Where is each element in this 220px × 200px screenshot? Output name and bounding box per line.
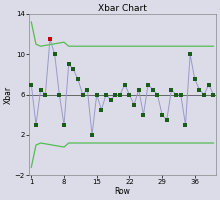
Title: Xbar Chart: Xbar Chart <box>98 4 147 13</box>
X-axis label: Row: Row <box>114 187 130 196</box>
Y-axis label: Xbar: Xbar <box>4 86 13 104</box>
